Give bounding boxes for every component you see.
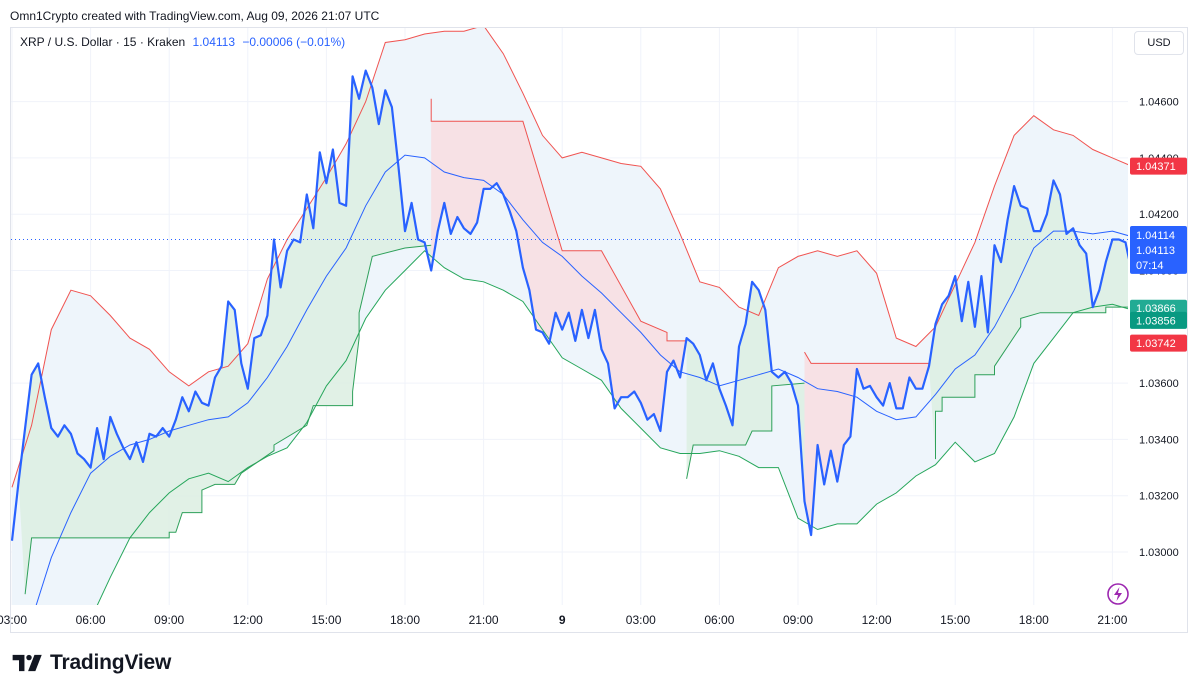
- x-axis: 03:00 06:00 09:00 12:00 15:00 18:00 21:00 9 03:0…: [0, 613, 1128, 627]
- price-tag-text: 1.04371: [1136, 161, 1176, 173]
- symbol-legend[interactable]: XRP / U.S. Dollar · 15 · Kraken 1.04113 …: [20, 35, 345, 49]
- chart-attribution: Omn1Crypto created with TradingView.com,…: [10, 9, 380, 23]
- price-tag: [1130, 334, 1187, 352]
- trailing-stop-line: [686, 382, 805, 479]
- x-tick-label: 18:00: [1019, 613, 1049, 627]
- regime-fill: [431, 98, 687, 432]
- bollinger-bands: [12, 28, 1128, 605]
- trailing-stop-line: [935, 306, 1128, 460]
- regime-fill: [18, 70, 432, 595]
- last-price-tag-text: 07:14: [1136, 260, 1164, 272]
- lower-band-line: [96, 250, 1128, 605]
- regime-fill: [686, 281, 805, 502]
- x-tick-label: 03:00: [626, 613, 656, 627]
- basis-line: [35, 154, 1128, 605]
- last-price-tag-text: 1.04113: [1136, 245, 1175, 257]
- y-tick-label: 1.04600: [1139, 97, 1179, 109]
- indicator-lines: [11, 28, 1128, 605]
- x-tick-label: 06:00: [704, 613, 734, 627]
- tradingview-brand[interactable]: TradingView: [12, 651, 171, 675]
- last-price: 1.04113: [192, 35, 236, 49]
- x-tick-label: 9: [559, 613, 566, 627]
- regime-fill: [804, 352, 929, 536]
- currency-selector[interactable]: USD: [1134, 31, 1184, 55]
- x-tick-label: 09:00: [154, 613, 184, 627]
- sparkle-icon[interactable]: [1106, 582, 1130, 606]
- price-line: [11, 69, 1128, 541]
- last-price-tag: [1130, 226, 1187, 274]
- brand-name: TradingView: [50, 651, 172, 674]
- x-tick-label: 15:00: [311, 613, 341, 627]
- tradingview-logo-icon: [12, 654, 42, 672]
- upper-band-line: [11, 28, 1128, 488]
- y-tick-label: 1.03600: [1139, 378, 1179, 390]
- price-scale-labels: 1.043711.038661.038561.037421.041141.041…: [1130, 157, 1187, 352]
- price-tag-text: 1.03742: [1136, 338, 1176, 350]
- x-tick-label: 12:00: [862, 613, 892, 627]
- price-tag-text: 1.03856: [1136, 315, 1176, 327]
- price-tag: [1130, 311, 1187, 329]
- price-tag: [1130, 157, 1187, 175]
- x-tick-label: 03:00: [0, 613, 27, 627]
- x-tick-label: 12:00: [233, 613, 263, 627]
- trailing-stop-line: [430, 98, 687, 342]
- y-axis: 1.046001.044001.042001.040001.036001.034…: [1139, 97, 1179, 559]
- trailing-stop-line: [24, 244, 432, 595]
- chart-frame: [10, 27, 1188, 633]
- x-tick-label: 21:00: [1097, 613, 1127, 627]
- trailing-stop-line: [804, 351, 929, 364]
- y-tick-label: 1.03200: [1139, 491, 1179, 503]
- price-change: −0.00006 (−0.01%): [242, 35, 346, 49]
- x-tick-label: 15:00: [940, 613, 970, 627]
- last-price-tag-text: 1.04114: [1136, 230, 1175, 242]
- x-tick-label: 18:00: [390, 613, 420, 627]
- symbol-title: XRP / U.S. Dollar · 15 · Kraken: [20, 35, 186, 49]
- x-tick-label: 09:00: [783, 613, 813, 627]
- x-tick-label: 21:00: [469, 613, 499, 627]
- price-series: [11, 69, 1128, 541]
- regime-fill: [929, 180, 1128, 460]
- y-tick-label: 1.03000: [1139, 547, 1179, 559]
- x-tick-label: 06:00: [76, 613, 106, 627]
- y-tick-label: 1.03400: [1139, 434, 1179, 446]
- y-tick-label: 1.04200: [1139, 209, 1179, 221]
